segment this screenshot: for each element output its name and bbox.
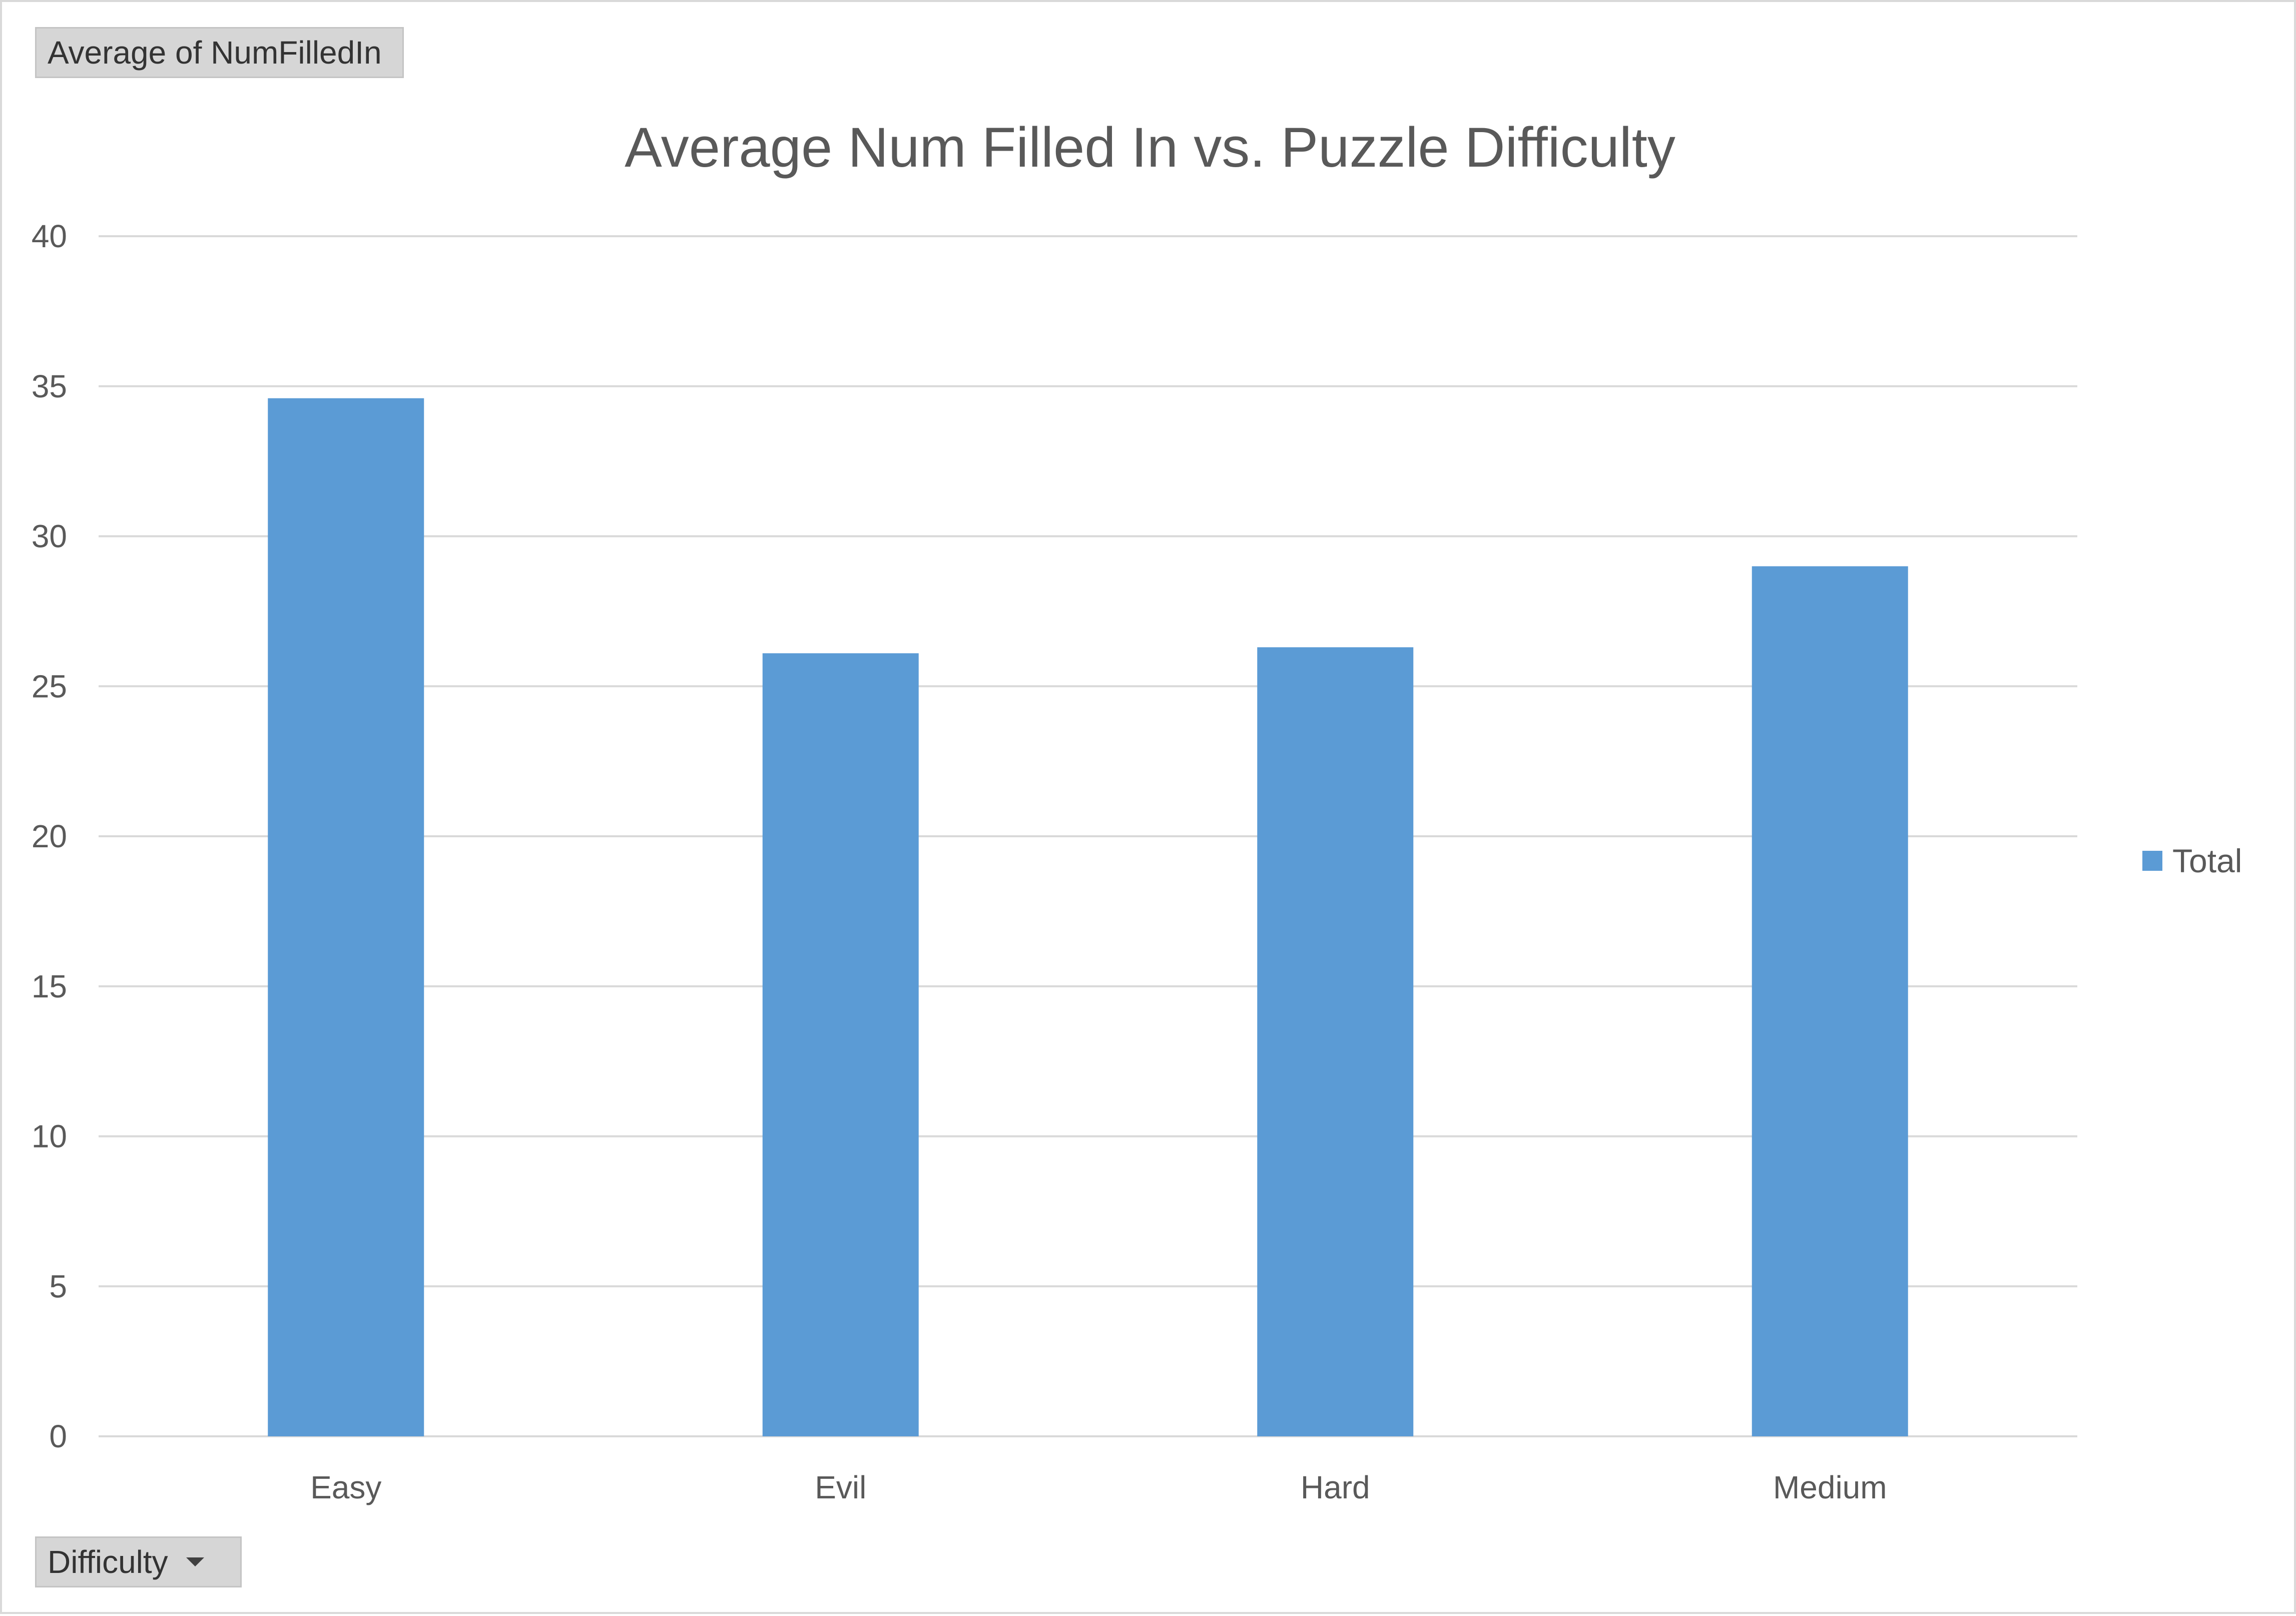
y-tick-label-25: 25: [32, 668, 67, 704]
difficulty-filter-button[interactable]: Difficulty: [35, 1536, 242, 1587]
x-tick-label-medium: Medium: [1773, 1469, 1887, 1505]
y-tick-label-40: 40: [32, 218, 67, 254]
y-tick-label-20: 20: [32, 818, 67, 854]
y-tick-label-10: 10: [32, 1119, 67, 1155]
value-field-button[interactable]: Average of NumFilledIn: [35, 27, 404, 78]
x-tick-label-easy: Easy: [310, 1469, 381, 1505]
bar-easy[interactable]: [268, 398, 424, 1436]
y-tick-label-5: 5: [49, 1268, 67, 1304]
bar-hard[interactable]: [1257, 647, 1414, 1436]
filter-field-label: Difficulty: [48, 1544, 168, 1580]
x-tick-label-hard: Hard: [1301, 1469, 1370, 1505]
legend-label-total: Total: [2172, 842, 2242, 879]
dropdown-arrow-icon: [186, 1557, 204, 1566]
bar-evil[interactable]: [762, 653, 919, 1436]
legend[interactable]: Total: [2142, 844, 2242, 877]
y-tick-label-15: 15: [32, 968, 67, 1004]
y-tick-label-30: 30: [32, 518, 67, 555]
legend-swatch-total: [2142, 851, 2162, 871]
value-field-label: Average of NumFilledIn: [48, 35, 382, 71]
y-tick-label-35: 35: [32, 368, 67, 404]
bar-medium[interactable]: [1752, 566, 1908, 1436]
chart-title: Average Num Filled In vs. Puzzle Difficu…: [625, 116, 1675, 179]
x-tick-label-evil: Evil: [815, 1469, 866, 1505]
y-tick-label-0: 0: [49, 1418, 67, 1454]
